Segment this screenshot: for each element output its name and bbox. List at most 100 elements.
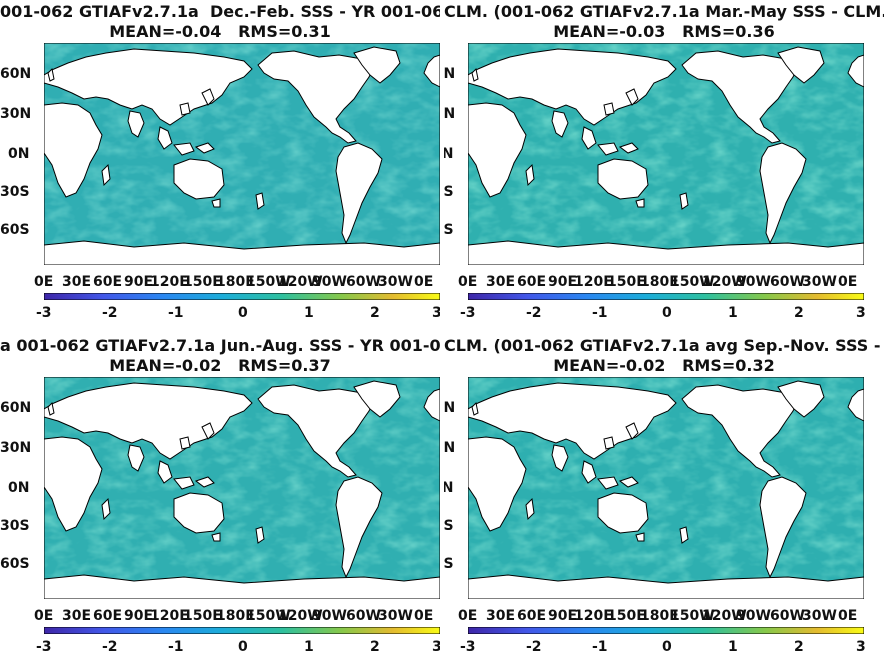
colorbar-tick: 1 — [728, 305, 738, 321]
colorbar — [44, 293, 440, 300]
lon-tick: 0E — [458, 274, 478, 290]
lon-tick: 30E — [486, 274, 516, 290]
colorbar-tick: 0 — [238, 639, 248, 655]
colorbar-tick: -1 — [592, 639, 608, 655]
lon-tick: 120E — [150, 608, 189, 624]
colorbar — [44, 627, 440, 634]
panel-stats: MEAN=-0.04 RMS=0.31 — [109, 22, 331, 41]
lat-tick: 30S — [0, 518, 30, 534]
panel-title: CLM. (001-062 GTIAFv2.7.1a Mar.-May SSS … — [444, 2, 884, 21]
lat-tick: 30S — [444, 518, 454, 534]
lon-tick: 120W — [702, 608, 747, 624]
colorbar-tick: -2 — [526, 639, 542, 655]
colorbar-tick: 0 — [662, 639, 672, 655]
lon-tick: 0E — [34, 608, 54, 624]
lon-tick: 30W — [802, 608, 837, 624]
lon-tick: 120E — [150, 274, 189, 290]
lon-tick: 90W — [736, 274, 771, 290]
lat-tick: 30N — [444, 106, 456, 122]
lon-tick: 0E — [838, 608, 858, 624]
map-panel-djf: 001-062 GTIAFv2.7.1a Dec.-Feb. SSS - YR … — [0, 0, 440, 328]
lon-tick: 150W — [246, 274, 291, 290]
lon-tick: 30E — [62, 608, 92, 624]
colorbar-tick: -2 — [102, 305, 118, 321]
lat-tick: 60N — [0, 400, 32, 416]
colorbar-tick: -3 — [36, 639, 52, 655]
lat-tick: 60S — [0, 222, 30, 238]
lon-tick: 150E — [183, 608, 222, 624]
lat-tick: 30S — [0, 184, 30, 200]
lon-tick: 60E — [517, 608, 547, 624]
sss-anomaly-map — [468, 377, 864, 599]
colorbar-tick: 3 — [432, 305, 440, 321]
lon-tick: 150E — [183, 274, 222, 290]
lat-tick: 60N — [444, 66, 456, 82]
lon-tick: 0E — [838, 274, 858, 290]
lon-tick: 180E — [640, 608, 679, 624]
lon-tick: 60W — [346, 274, 381, 290]
map-panel-jja: a 001-062 GTIAFv2.7.1a Jun.-Aug. SSS - Y… — [0, 334, 440, 662]
lon-tick: 150E — [607, 274, 646, 290]
lon-tick: 180E — [216, 608, 255, 624]
lon-tick: 0E — [458, 608, 478, 624]
lon-tick: 0E — [34, 274, 54, 290]
colorbar-tick: -1 — [592, 305, 608, 321]
sss-anomaly-map — [468, 43, 864, 265]
map-panel-mam: CLM. (001-062 GTIAFv2.7.1a Mar.-May SSS … — [444, 0, 884, 328]
panel-title: CLM. (001-062 GTIAFv2.7.1a avg Sep.-Nov.… — [444, 336, 884, 355]
colorbar-tick: 3 — [856, 305, 866, 321]
lon-tick: 120W — [702, 274, 747, 290]
lon-tick: 150E — [607, 608, 646, 624]
colorbar-tick: -1 — [168, 305, 184, 321]
lat-tick: 30N — [444, 440, 456, 456]
lat-tick: 30N — [0, 440, 32, 456]
lat-tick: 60N — [444, 400, 456, 416]
colorbar — [468, 627, 864, 634]
lat-tick: 60N — [0, 66, 32, 82]
lon-tick: 90E — [548, 274, 578, 290]
colorbar-tick: 2 — [794, 639, 804, 655]
colorbar-tick: 3 — [432, 639, 440, 655]
panel-stats: MEAN=-0.02 RMS=0.37 — [109, 356, 331, 375]
colorbar-tick: 2 — [370, 639, 380, 655]
panel-title: a 001-062 GTIAFv2.7.1a Jun.-Aug. SSS - Y… — [0, 336, 440, 355]
map-panel-son: CLM. (001-062 GTIAFv2.7.1a avg Sep.-Nov.… — [444, 334, 884, 662]
lat-tick: 0N — [444, 146, 454, 162]
colorbar-tick: -1 — [168, 639, 184, 655]
lon-tick: 90W — [312, 274, 347, 290]
lon-tick: 120W — [278, 608, 323, 624]
colorbar-tick: -2 — [526, 305, 542, 321]
colorbar-tick: -3 — [460, 639, 476, 655]
colorbar-tick: 0 — [238, 305, 248, 321]
colorbar-tick: -3 — [36, 305, 52, 321]
lat-tick: 60S — [0, 556, 30, 572]
lon-tick: 150W — [246, 608, 291, 624]
colorbar-tick: 1 — [304, 639, 314, 655]
colorbar-tick: 1 — [728, 639, 738, 655]
lon-tick: 60E — [517, 274, 547, 290]
colorbar-tick: -3 — [460, 305, 476, 321]
lat-tick: 0N — [8, 146, 30, 162]
colorbar-tick: 3 — [856, 639, 866, 655]
colorbar-tick: 2 — [370, 305, 380, 321]
panel-stats: MEAN=-0.02 RMS=0.32 — [553, 356, 775, 375]
lon-tick: 90E — [124, 274, 154, 290]
lon-tick: 60W — [770, 274, 805, 290]
lon-tick: 90E — [124, 608, 154, 624]
lon-tick: 60W — [346, 608, 381, 624]
lon-tick: 30W — [378, 608, 413, 624]
colorbar-tick: 2 — [794, 305, 804, 321]
lon-tick: 120E — [574, 274, 613, 290]
lon-tick: 60E — [93, 608, 123, 624]
colorbar-tick: 1 — [304, 305, 314, 321]
lat-tick: 60S — [444, 556, 454, 572]
panel-title: 001-062 GTIAFv2.7.1a Dec.-Feb. SSS - YR … — [0, 2, 440, 21]
lon-tick: 30W — [378, 274, 413, 290]
lon-tick: 120W — [278, 274, 323, 290]
lon-tick: 90W — [736, 608, 771, 624]
colorbar-tick: 0 — [662, 305, 672, 321]
lat-tick: 0N — [8, 480, 30, 496]
lat-tick: 0N — [444, 480, 454, 496]
lon-tick: 60E — [93, 274, 123, 290]
sss-anomaly-map — [44, 377, 440, 599]
